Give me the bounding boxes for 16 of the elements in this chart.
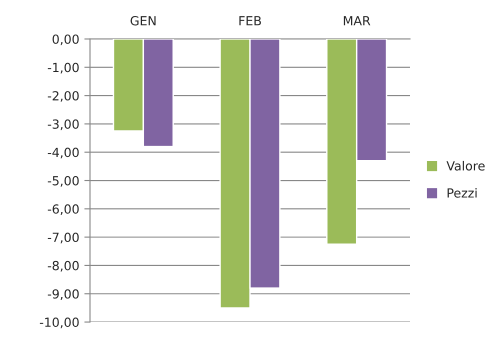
y-tick-label: -2,00 — [48, 91, 79, 102]
y-tick-label: -1,00 — [48, 62, 79, 74]
y-tick-label: -4,00 — [48, 148, 79, 158]
x-tick-label: FEB — [239, 16, 261, 26]
y-tick-label: -9,00 — [48, 289, 79, 300]
y-tick-label: -10,00 — [40, 318, 79, 328]
y-tick-label: -8,00 — [48, 260, 79, 272]
y-tick-label: -6,00 — [48, 204, 79, 216]
y-tick-label: -3,00 — [48, 119, 79, 130]
y-tick-label: 0,00 — [52, 34, 79, 46]
y-tick-label: -7,00 — [48, 232, 79, 244]
legend-label: Valore — [446, 160, 485, 171]
x-tick-label: GEN — [130, 16, 156, 26]
y-tick-label: -5,00 — [48, 176, 79, 187]
legend-label: Pezzi — [448, 188, 477, 198]
x-tick-label: MAR — [344, 16, 370, 26]
